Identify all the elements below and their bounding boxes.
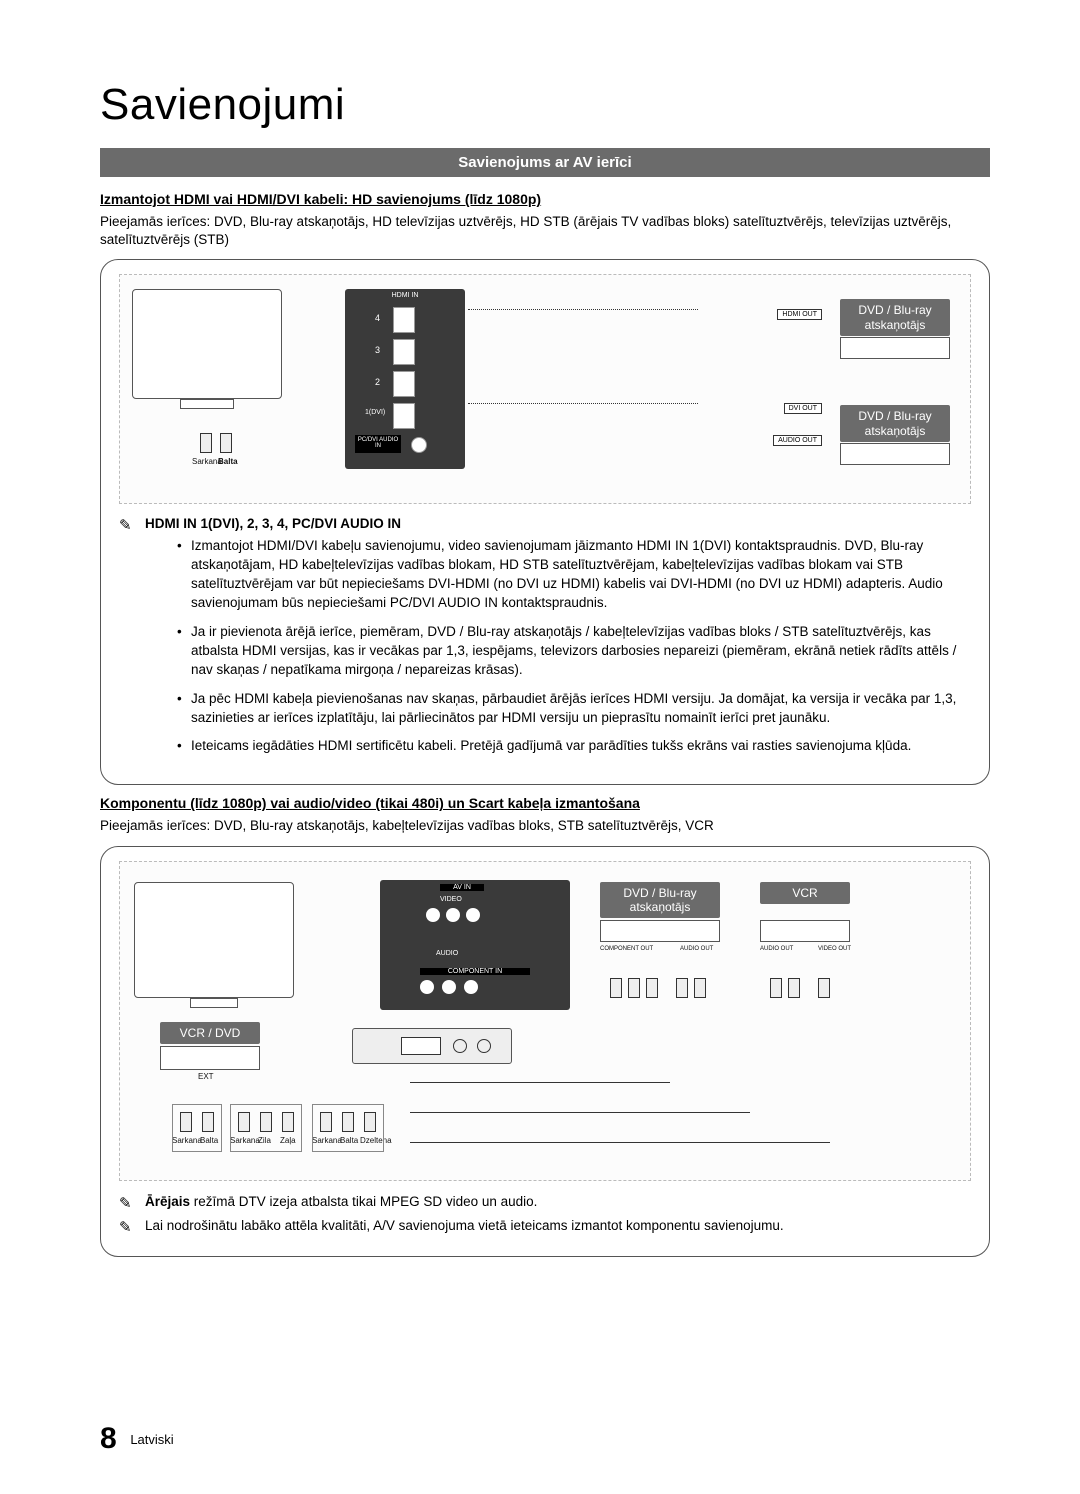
rplug-5	[694, 978, 706, 998]
hdmi-note-heading: HDMI IN 1(DVI), 2, 3, 4, PC/DVI AUDIO IN	[145, 516, 971, 531]
hdmi-port-4-num: 4	[375, 313, 380, 323]
cable-line-1	[468, 309, 698, 310]
vcr-audioout: AUDIO OUT	[760, 946, 793, 952]
hdmi-port-1	[393, 403, 415, 429]
jack-r	[466, 908, 480, 922]
rplug-6	[770, 978, 782, 998]
hdmi-port-3	[393, 339, 415, 365]
hdmi-in-label: HDMI IN	[345, 289, 465, 299]
page-number: 8	[100, 1422, 117, 1455]
hdmi-bullets: Izmantojot HDMI/DVI kabeļu savienojumu, …	[177, 537, 971, 756]
video-label: VIDEO	[440, 896, 462, 903]
component-note-1-prefix: Ārējais	[145, 1194, 190, 1209]
hdmi-port-3-num: 3	[375, 345, 380, 355]
jack-pb	[442, 980, 456, 994]
jack-v	[426, 908, 440, 922]
plug-group-1	[172, 1104, 222, 1152]
plug-white-label: Balta	[218, 457, 238, 466]
conn-line-c	[410, 1142, 830, 1143]
scart-port	[401, 1037, 441, 1055]
vcr-videoout: VIDEO OUT	[818, 946, 851, 952]
component-diagram: VCR / DVD EXT AV IN VIDEO AUDIO COMPONEN…	[119, 861, 971, 1181]
bluray-audioout: AUDIO OUT	[680, 946, 713, 952]
section-header: Savienojums ar AV ierīci	[100, 148, 990, 177]
hdmi-port-2	[393, 371, 415, 397]
conn-line-b	[410, 1112, 750, 1113]
scart-jack-2	[477, 1039, 491, 1053]
component-diagram-box: VCR / DVD EXT AV IN VIDEO AUDIO COMPONEN…	[100, 846, 990, 1258]
device1-box	[840, 337, 950, 359]
vcr-dvd-box	[160, 1046, 260, 1070]
jack-l	[446, 908, 460, 922]
scart-panel	[352, 1028, 512, 1064]
hdmi-diagram-box: HDMI IN 4 3 2 1(DVI) PC/DVI AUDIO IN Sar…	[100, 259, 990, 785]
tv-outline	[132, 289, 282, 399]
device2-out: DVI OUT	[784, 403, 822, 414]
hdmi-bullet-3: Ja pēc HDMI kabeļa pievienošanas nav ska…	[177, 690, 971, 728]
tv-stand	[180, 399, 234, 409]
device2-box	[840, 443, 950, 465]
jack-y	[464, 980, 478, 994]
hdmi-port-2-num: 2	[375, 377, 380, 387]
hdmi-diagram: HDMI IN 4 3 2 1(DVI) PC/DVI AUDIO IN Sar…	[119, 274, 971, 504]
av-panel: AV IN VIDEO AUDIO COMPONENT IN	[380, 880, 570, 1010]
hdmi-port-4	[393, 307, 415, 333]
audio-label: AUDIO	[436, 950, 458, 957]
page-title: Savienojumi	[100, 80, 990, 130]
device1-out: HDMI OUT	[777, 309, 822, 320]
vcr-box	[760, 920, 850, 942]
bluray-compout: COMPONENT OUT	[600, 946, 653, 952]
plug-white	[220, 433, 232, 453]
page-lang: Latviski	[130, 1432, 173, 1447]
page-footer: 8 Latviski	[100, 1422, 174, 1456]
scart-jack-1	[453, 1039, 467, 1053]
hdmi-bullet-2: Ja ir pievienota ārējā ierīce, piemēram,…	[177, 623, 971, 680]
avin-label: AV IN	[440, 884, 484, 891]
hdmi-port-1-num: 1(DVI)	[365, 409, 385, 416]
tv-stand-2	[190, 998, 238, 1008]
vcr-dvd-label: VCR / DVD	[160, 1022, 260, 1044]
rplug-1	[610, 978, 622, 998]
audio-jack	[411, 437, 427, 453]
ext-label: EXT	[198, 1072, 214, 1081]
component-note-1: Ārējais režīmā DTV izeja atbalsta tikai …	[119, 1193, 971, 1212]
device2-label: DVD / Blu-ray atskaņotājs	[840, 405, 950, 442]
pcdvi-audio-label: PC/DVI AUDIO IN	[355, 435, 401, 453]
device1-label: DVD / Blu-ray atskaņotājs	[840, 299, 950, 336]
plug-group-2	[230, 1104, 302, 1152]
cable-line-2	[468, 403, 698, 404]
hdmi-bullet-1: Izmantojot HDMI/DVI kabeļu savienojumu, …	[177, 537, 971, 613]
rplug-8	[818, 978, 830, 998]
component-note-1-rest: režīmā DTV izeja atbalsta tikai MPEG SD …	[190, 1194, 537, 1209]
hdmi-intro: Pieejamās ierīces: DVD, Blu-ray atskaņot…	[100, 213, 990, 249]
rplug-4	[676, 978, 688, 998]
component-intro: Pieejamās ierīces: DVD, Blu-ray atskaņot…	[100, 817, 990, 835]
hdmi-bullet-4: Ieteicams iegādāties HDMI sertificētu ka…	[177, 737, 971, 756]
vcr-label: VCR	[760, 882, 850, 904]
hdmi-subheading: Izmantojot HDMI vai HDMI/DVI kabeli: HD …	[100, 191, 990, 207]
hdmi-in-panel: HDMI IN 4 3 2 1(DVI) PC/DVI AUDIO IN	[345, 289, 465, 469]
tv-outline-2	[134, 882, 294, 998]
rplug-2	[628, 978, 640, 998]
component-note-2: Lai nodrošinātu labāko attēla kvalitāti,…	[119, 1217, 971, 1236]
plug-red	[200, 433, 212, 453]
compin-label: COMPONENT IN	[420, 968, 530, 975]
bluray-label: DVD / Blu-ray atskaņotājs	[600, 882, 720, 919]
jack-pr	[420, 980, 434, 994]
plug-group-3	[312, 1104, 384, 1152]
component-subheading: Komponentu (līdz 1080p) vai audio/video …	[100, 795, 990, 811]
component-note-2-rest: Lai nodrošinātu labāko attēla kvalitāti,…	[145, 1218, 784, 1233]
device2-audio: AUDIO OUT	[773, 435, 822, 446]
rplug-3	[646, 978, 658, 998]
conn-line-a	[410, 1082, 670, 1083]
bluray-box	[600, 920, 720, 942]
rplug-7	[788, 978, 800, 998]
